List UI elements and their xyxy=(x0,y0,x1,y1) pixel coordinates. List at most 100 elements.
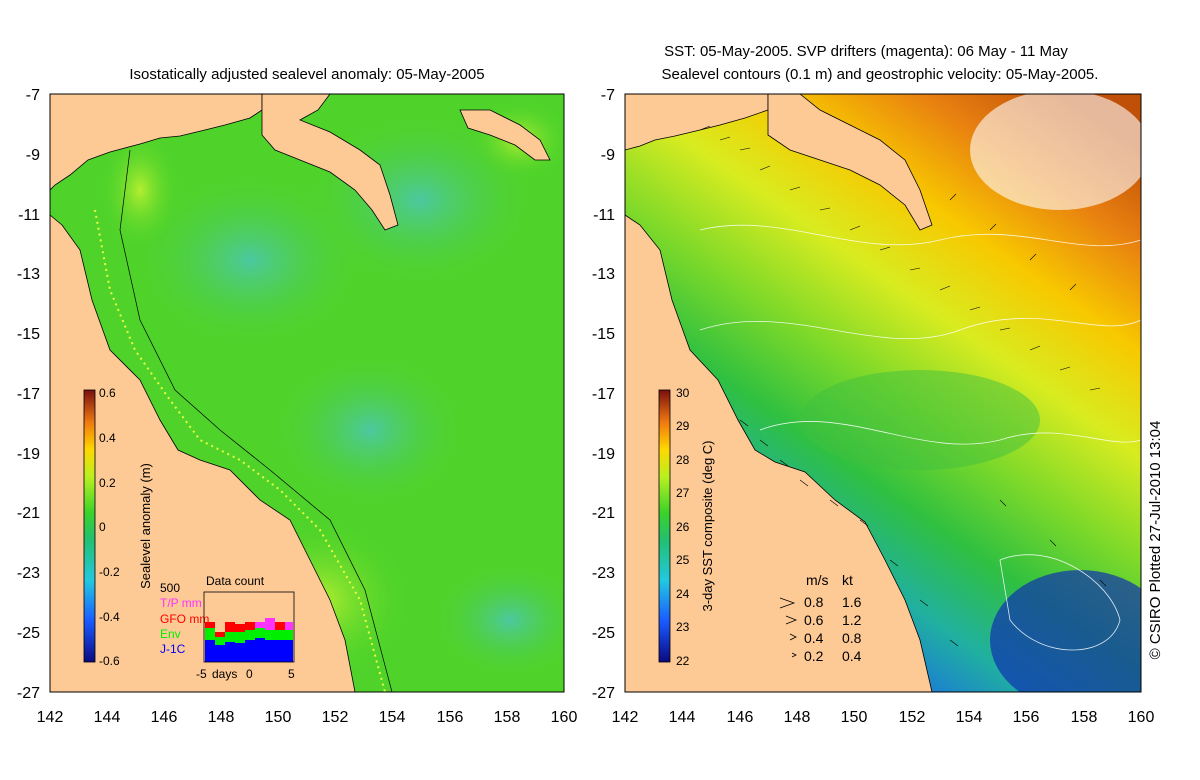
lat-tick-label: -23 xyxy=(17,565,40,582)
lon-tick-label: 158 xyxy=(1071,709,1098,726)
lon-tick-label: 146 xyxy=(151,709,178,726)
sla-map-border xyxy=(49,93,565,693)
credit-text: © CSIRO Plotted 27-Jul-2010 13:04 xyxy=(1147,421,1164,660)
inset-xtick: 5 xyxy=(288,667,295,681)
lon-tick-label: 144 xyxy=(94,709,121,726)
lat-tick-label: -21 xyxy=(17,505,40,522)
velocity-key-arrow xyxy=(779,597,796,609)
data-count-inset: 500 Data count T/P mm GFO mm Env J-1C -5… xyxy=(160,574,295,681)
sst-colorbar-tick: 25 xyxy=(676,553,690,567)
lon-tick-label: 146 xyxy=(727,709,754,726)
lat-tick-label: -27 xyxy=(17,685,40,702)
lon-axis-left: 142 144 146 148 150 152 154 156 158 160 xyxy=(37,709,578,726)
lon-tick-label: 154 xyxy=(379,709,406,726)
sst-colorbar-ticks: 30 29 28 27 26 25 24 23 22 xyxy=(676,386,690,668)
inset-legend-env: Env xyxy=(160,627,181,641)
sst-colorbar-tick: 26 xyxy=(676,520,690,534)
sla-colorbar-tick: -0.4 xyxy=(99,610,120,624)
velocity-key-arrow xyxy=(791,652,797,658)
velocity-key-ms: 0.8 xyxy=(804,594,824,610)
lon-tick-label: 150 xyxy=(265,709,292,726)
lat-tick-label: -23 xyxy=(592,565,615,582)
sla-colorbar-tick: 0 xyxy=(99,520,106,534)
lon-tick-label: 156 xyxy=(437,709,464,726)
inset-xtick: 0 xyxy=(246,667,253,681)
lon-tick-label: 142 xyxy=(612,709,639,726)
lon-axis-right: 142 144 146 148 150 152 154 156 158 160 xyxy=(612,709,1155,726)
lat-tick-label: -17 xyxy=(17,386,40,403)
lon-tick-label: 148 xyxy=(784,709,811,726)
sla-colorbar-label: Sealevel anomaly (m) xyxy=(138,463,153,589)
sst-map-frame xyxy=(625,94,1141,692)
lon-tick-label: 154 xyxy=(956,709,983,726)
velocity-key-ms: 0.2 xyxy=(804,648,824,664)
sealevel-contours xyxy=(699,224,1141,651)
velocity-key-kt: 1.2 xyxy=(842,612,862,628)
sla-map-frame xyxy=(50,94,564,692)
sla-colorbar-tick: 0.4 xyxy=(99,431,116,445)
lat-tick-label: -21 xyxy=(592,505,615,522)
sst-colorbar-tick: 27 xyxy=(676,486,690,500)
lat-tick-label: -19 xyxy=(592,446,615,463)
sla-colorbar-tick: 0.6 xyxy=(99,386,116,400)
velocity-key-ms: 0.4 xyxy=(804,630,824,646)
lon-tick-label: 152 xyxy=(322,709,349,726)
sst-colorbar-tick: 30 xyxy=(676,386,690,400)
lat-tick-label: -15 xyxy=(17,326,40,343)
sla-colorbar-tick: -0.6 xyxy=(99,654,120,668)
sst-colorbar-tick: 22 xyxy=(676,654,690,668)
lon-tick-label: 158 xyxy=(494,709,521,726)
lat-tick-label: -17 xyxy=(592,386,615,403)
inset-legend-j1c: J-1C xyxy=(160,642,186,656)
velocity-key-kt: 0.4 xyxy=(842,648,862,664)
velocity-key-kt: 0.8 xyxy=(842,630,862,646)
sst-map-title-line1: SST: 05-May-2005. SVP drifters (magenta)… xyxy=(664,43,1068,60)
sla-colorbar-ticks: 0.6 0.4 0.2 0 -0.2 -0.4 -0.6 xyxy=(99,386,120,668)
inset-legend-gfo: GFO mm xyxy=(160,612,209,626)
lat-tick-label: -9 xyxy=(26,147,40,164)
sst-colorbar-tick: 28 xyxy=(676,453,690,467)
sla-colorbar-tick: 0.2 xyxy=(99,476,116,490)
inset-xlabel: days xyxy=(212,667,237,681)
lon-tick-label: 144 xyxy=(669,709,696,726)
lat-tick-label: -13 xyxy=(592,266,615,283)
lat-tick-label: -25 xyxy=(592,625,615,642)
lon-tick-label: 142 xyxy=(37,709,64,726)
sst-map-border xyxy=(624,93,1142,693)
lat-tick-label: -11 xyxy=(593,207,615,224)
velocity-key-ms: 0.6 xyxy=(804,612,824,628)
velocity-key-arrow xyxy=(789,633,797,641)
sla-colorbar-tick: -0.2 xyxy=(99,565,120,579)
sla-land-australia xyxy=(50,214,356,692)
sst-map-panel: SST: 05-May-2005. SVP drifters (magenta)… xyxy=(624,43,1164,693)
sla-land-new-guinea xyxy=(50,94,263,191)
lat-tick-label: -7 xyxy=(601,87,615,104)
sla-colorbar xyxy=(83,389,96,663)
sla-land-png-tail xyxy=(261,94,399,231)
lat-tick-label: -19 xyxy=(17,446,40,463)
lat-tick-label: -11 xyxy=(18,207,40,224)
inset-legend-tp: T/P mm xyxy=(160,596,202,610)
sla-map-panel: Isostatically adjusted sealevel anomaly:… xyxy=(49,66,565,693)
sst-colorbar-tick: 24 xyxy=(676,587,690,601)
inset-frame xyxy=(203,591,295,663)
sst-colorbar-tick: 29 xyxy=(676,419,690,433)
lon-tick-label: 160 xyxy=(1128,709,1155,726)
lon-tick-label: 148 xyxy=(208,709,235,726)
inset-xtick: -5 xyxy=(196,667,207,681)
velocity-key-arrow xyxy=(785,615,798,625)
velocity-arrows xyxy=(699,125,1107,647)
sst-land-png-tail xyxy=(767,94,933,231)
lat-tick-label: -25 xyxy=(17,625,40,642)
lon-tick-label: 150 xyxy=(841,709,868,726)
lat-tick-label: -9 xyxy=(601,147,615,164)
lat-axis-left: -7 -9 -11 -13 -15 -17 -19 -21 -23 -25 -2… xyxy=(17,87,40,702)
lat-tick-label: -27 xyxy=(592,685,615,702)
sla-land-islands xyxy=(459,109,551,161)
lat-axis-right: -7 -9 -11 -13 -15 -17 -19 -21 -23 -25 -2… xyxy=(592,87,615,702)
sla-ocean-contour xyxy=(119,149,393,692)
sst-colorbar-label: 3-day SST composite (deg C) xyxy=(700,441,715,612)
lon-tick-label: 152 xyxy=(899,709,926,726)
lat-tick-label: -7 xyxy=(26,87,40,104)
lon-tick-label: 160 xyxy=(551,709,578,726)
